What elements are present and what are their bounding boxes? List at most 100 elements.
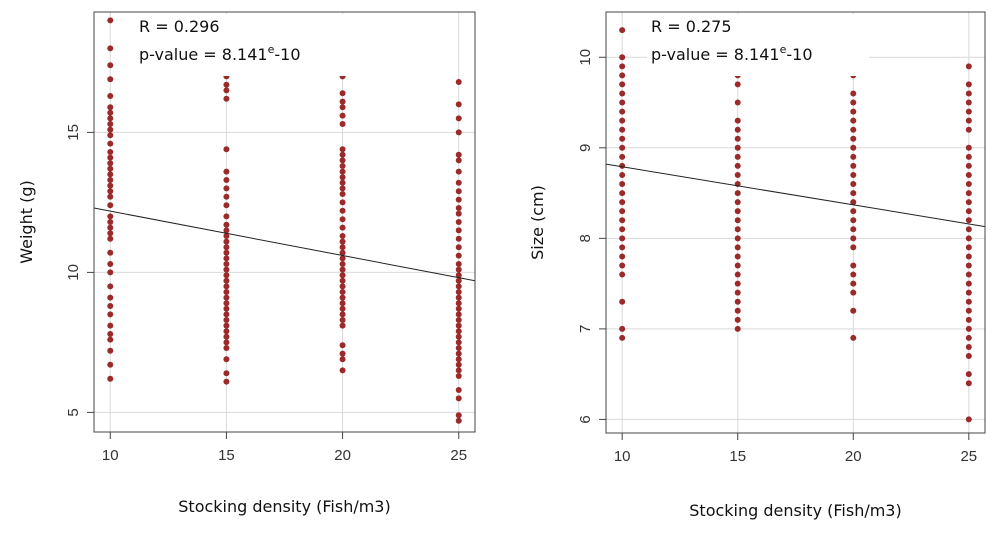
data-point (107, 213, 114, 220)
data-point (223, 266, 230, 273)
data-point (619, 271, 626, 278)
data-point (965, 253, 972, 260)
data-point (850, 217, 857, 224)
data-point (734, 153, 741, 160)
data-point (965, 271, 972, 278)
data-point (223, 221, 230, 228)
data-point (107, 165, 114, 172)
y-tick-label: 5 (65, 408, 82, 416)
data-point (107, 188, 114, 195)
data-point (107, 76, 114, 83)
data-point (965, 108, 972, 115)
data-point (339, 249, 346, 256)
data-point (107, 62, 114, 69)
data-point (455, 227, 462, 234)
data-point (455, 235, 462, 242)
data-point (339, 121, 346, 127)
data-point (339, 174, 346, 181)
data-point (339, 311, 346, 318)
data-point (223, 283, 230, 290)
data-point (455, 210, 462, 217)
data-point (223, 328, 230, 335)
data-point (734, 262, 741, 269)
data-point (850, 108, 857, 115)
data-point (339, 317, 346, 323)
data-point (339, 151, 346, 158)
data-point (107, 109, 114, 116)
plot-frame (93, 11, 476, 433)
data-point (850, 153, 857, 160)
x-axis-title: Stocking density (Fish/m3) (689, 501, 901, 520)
data-point (223, 185, 230, 192)
data-point (734, 298, 741, 305)
data-point (339, 224, 346, 231)
data-point (339, 350, 346, 357)
data-point (107, 336, 114, 343)
data-point (734, 208, 741, 215)
data-point (455, 129, 462, 136)
data-point (965, 289, 972, 296)
x-tick-label: 15 (729, 448, 746, 465)
data-point (223, 244, 230, 251)
data-point (965, 144, 972, 151)
data-point (455, 205, 462, 211)
data-point (223, 311, 230, 318)
data-point (734, 162, 741, 169)
data-point (339, 90, 346, 97)
data-point (223, 255, 230, 262)
data-point (223, 333, 230, 340)
data-point (107, 104, 114, 111)
data-point (339, 266, 346, 273)
annotation-background (647, 14, 869, 76)
data-point (455, 339, 462, 346)
data-point (107, 261, 114, 267)
data-point (455, 322, 462, 329)
data-point (223, 305, 230, 312)
data-point (223, 238, 230, 245)
data-point (965, 334, 972, 341)
y-tick-label: 15 (65, 124, 82, 141)
data-point (965, 307, 972, 314)
data-point (455, 294, 462, 301)
data-point (455, 196, 462, 203)
data-point (455, 395, 462, 402)
data-point (850, 117, 857, 124)
data-point (455, 345, 462, 351)
data-point (965, 280, 972, 287)
data-point (339, 104, 346, 111)
data-point (339, 168, 346, 175)
y-tick-label: 7 (577, 325, 594, 333)
data-point (107, 121, 114, 127)
data-point (107, 177, 114, 183)
data-point (339, 179, 346, 186)
data-point (965, 190, 972, 197)
data-point (619, 298, 626, 305)
data-point (107, 230, 114, 237)
data-point (850, 235, 857, 242)
data-point (107, 160, 114, 167)
data-point (107, 283, 114, 290)
data-point (339, 146, 346, 153)
data-point (734, 190, 741, 197)
data-point (107, 171, 114, 178)
data-point (734, 316, 741, 323)
data-point (107, 126, 114, 133)
data-point (734, 217, 741, 224)
data-point (107, 311, 114, 318)
annotation-background (135, 14, 357, 76)
data-point (455, 283, 462, 290)
data-point (339, 342, 346, 349)
y-tick-label: 8 (577, 234, 594, 242)
data-point (223, 345, 230, 351)
data-point (107, 347, 114, 354)
data-point (734, 271, 741, 278)
data-point (965, 244, 972, 251)
data-point (223, 339, 230, 346)
data-point (455, 277, 462, 284)
data-point (223, 322, 230, 329)
data-point (107, 45, 114, 52)
data-point (339, 289, 346, 295)
y-axis-title: Size (cm) (528, 185, 547, 260)
data-point (850, 280, 857, 287)
x-tick-label: 25 (960, 448, 977, 465)
